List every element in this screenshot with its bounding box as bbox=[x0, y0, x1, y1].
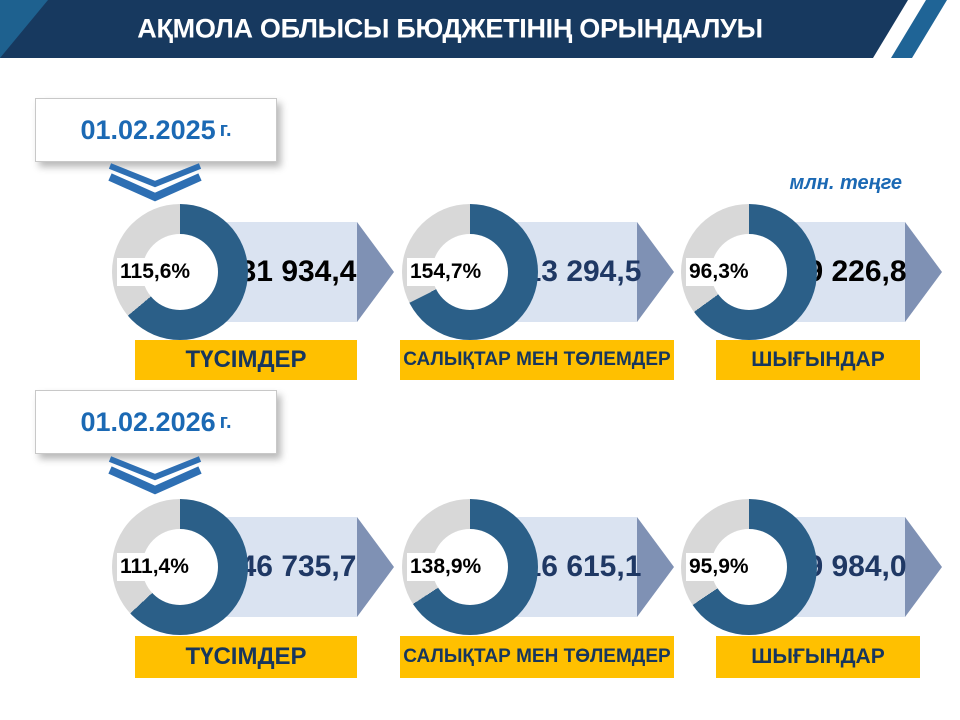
donut-chart: 138,9% bbox=[402, 499, 538, 635]
donut-chart: 154,7% bbox=[402, 204, 538, 340]
arrow-head-icon bbox=[905, 517, 942, 617]
category-label: ТҮСІМДЕР bbox=[135, 636, 357, 678]
execution-percent: 95,9% bbox=[686, 553, 752, 581]
date-suffix: г. bbox=[219, 410, 232, 433]
indicator-value: 9 226,8 bbox=[806, 255, 907, 288]
execution-percent: 115,6% bbox=[117, 258, 194, 286]
category-label: ШЫҒЫНДАР bbox=[716, 636, 920, 678]
donut-chart: 115,6% bbox=[112, 204, 248, 340]
double-chevron-down-icon bbox=[108, 456, 202, 495]
date-value: 01.02.2025 bbox=[80, 114, 216, 145]
category-label: САЛЫҚТАР МЕН ТӨЛЕМДЕР bbox=[400, 636, 674, 678]
execution-percent: 154,7% bbox=[407, 258, 485, 286]
execution-percent: 111,4% bbox=[117, 553, 192, 581]
header: АҚМОЛА ОБЛЫСЫ БЮДЖЕТІНІҢ ОРЫНДАЛУЫ bbox=[0, 0, 960, 58]
execution-percent: 96,3% bbox=[686, 258, 752, 286]
unit-label: млн. теңге bbox=[789, 172, 902, 194]
indicator-value: 13 294,5 bbox=[524, 255, 642, 288]
arrow-head-icon bbox=[637, 222, 674, 322]
date-box-2025: 01.02.2025 г. bbox=[35, 98, 277, 162]
donut-chart: 95,9% bbox=[681, 499, 817, 635]
double-chevron-down-icon bbox=[108, 163, 202, 202]
execution-percent: 138,9% bbox=[407, 553, 485, 581]
date-suffix: г. bbox=[219, 118, 232, 141]
indicator-value: 31 934,4 bbox=[239, 255, 357, 288]
donut-chart: 96,3% bbox=[681, 204, 817, 340]
indicator-value: 46 735,7 bbox=[239, 550, 357, 583]
category-label: ШЫҒЫНДАР bbox=[716, 340, 920, 380]
arrow-head-icon bbox=[357, 517, 394, 617]
date-box-2026: 01.02.2026 г. bbox=[35, 390, 277, 454]
arrow-head-icon bbox=[357, 222, 394, 322]
indicator-value: 16 615,1 bbox=[524, 550, 642, 583]
arrow-head-icon bbox=[905, 222, 942, 322]
donut-chart: 111,4% bbox=[112, 499, 248, 635]
page-title: АҚМОЛА ОБЛЫСЫ БЮДЖЕТІНІҢ ОРЫНДАЛУЫ bbox=[137, 13, 763, 44]
indicator-value: 9 984,0 bbox=[806, 550, 907, 583]
arrow-head-icon bbox=[637, 517, 674, 617]
category-label: САЛЫҚТАР МЕН ТӨЛЕМДЕР bbox=[400, 340, 674, 380]
header-bar bbox=[0, 0, 908, 58]
category-label: ТҮСІМДЕР bbox=[135, 340, 357, 380]
date-value: 01.02.2026 bbox=[80, 406, 216, 437]
